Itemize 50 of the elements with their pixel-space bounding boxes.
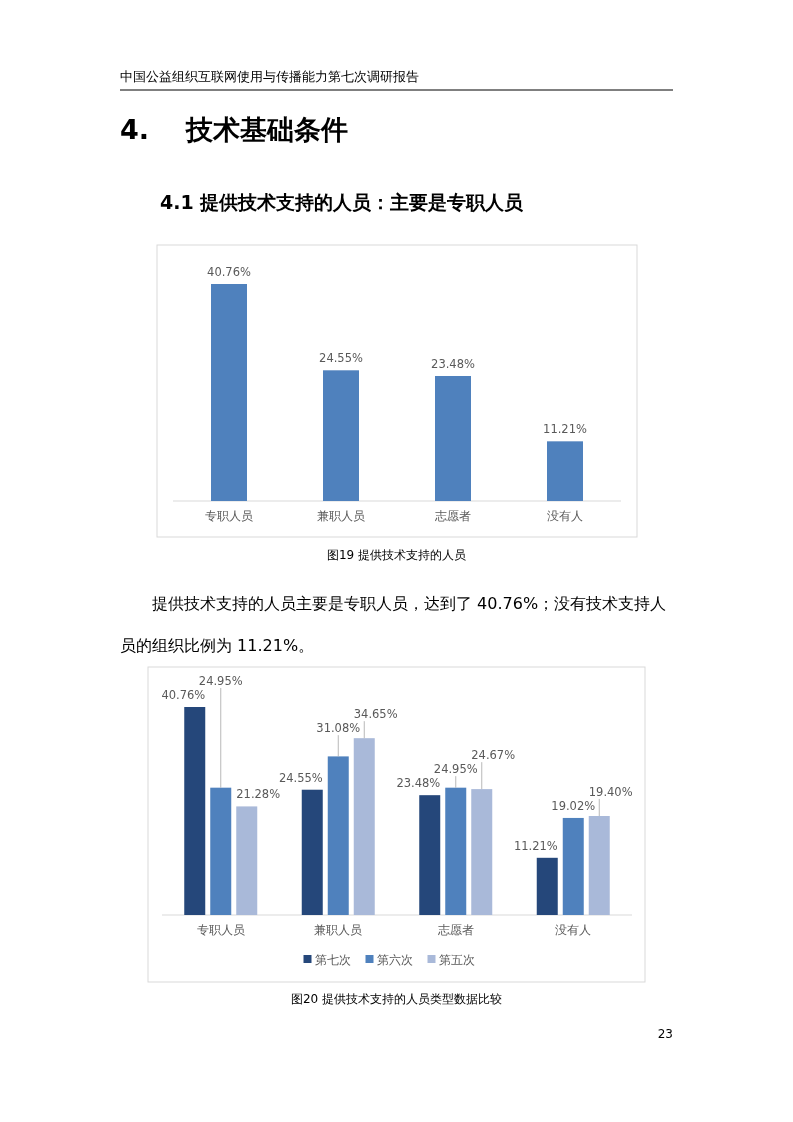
x-tick-label: 专职人员 xyxy=(205,509,253,523)
bar xyxy=(547,441,583,501)
data-label: 24.67% xyxy=(471,748,516,763)
text: 23 xyxy=(656,1027,673,1041)
data-label: 40.76% xyxy=(161,688,206,702)
x-tick-label: 志愿者 xyxy=(437,923,474,937)
bar xyxy=(184,707,206,915)
data-label: 21.28% xyxy=(236,787,281,802)
x-tick-label: 没有人 xyxy=(547,509,583,523)
data-label: 23.48% xyxy=(396,776,441,791)
legend-label: 第七次 xyxy=(314,953,351,967)
data-label: 24.95% xyxy=(198,674,243,688)
bar xyxy=(536,857,558,915)
data-label: 24.95% xyxy=(433,762,478,777)
x-tick-label: 志愿者 xyxy=(435,509,471,523)
data-label: 19.40% xyxy=(588,784,633,799)
text: 中国公益组织互联网使用与传播能力第七次调研报告 xyxy=(120,68,419,86)
chart-title: 4.1 提供技术支持的人员：主要是专职人员 xyxy=(160,190,524,215)
legend-label: 第六次 xyxy=(376,953,413,967)
bar xyxy=(236,806,258,915)
bar xyxy=(211,284,247,501)
data-label: 24.55% xyxy=(278,770,323,785)
caption: 图20 提供技术支持的人员类型数据比较 xyxy=(289,991,504,1008)
bar xyxy=(435,376,471,501)
bar xyxy=(471,789,493,915)
x-tick-label: 没有人 xyxy=(555,923,592,937)
x-tick-label: 兼职人员 xyxy=(317,509,365,523)
bar xyxy=(419,795,441,915)
text: 提供技术支持的人员主要是专职人员，达到了 40.76%；没有技术支持人员的组织比例为 11.21%。 xyxy=(120,594,667,655)
bar xyxy=(353,738,375,915)
data-label: 31.08% xyxy=(316,721,361,736)
bar xyxy=(588,816,610,915)
x-tick-label: 专职人员 xyxy=(196,923,245,937)
text: 4. 技术基础条件 xyxy=(120,113,349,147)
data-label: 11.21% xyxy=(543,422,587,437)
bar xyxy=(562,817,584,915)
bar xyxy=(445,787,467,915)
data-label: 23.48% xyxy=(431,357,475,371)
data-label: 34.65% xyxy=(353,707,398,722)
bar xyxy=(323,370,359,501)
bar xyxy=(327,756,349,915)
bar xyxy=(210,787,232,915)
data-label: 40.76% xyxy=(207,265,251,279)
legend-label: 第五次 xyxy=(438,953,475,967)
data-label: 11.21% xyxy=(513,838,558,853)
bar xyxy=(301,789,323,915)
x-tick-label: 兼职人员 xyxy=(314,923,363,937)
data-label: 24.55% xyxy=(319,351,363,366)
data-label: 19.02% xyxy=(551,798,596,813)
caption: 图19 提供技术支持的人员 xyxy=(325,547,468,564)
